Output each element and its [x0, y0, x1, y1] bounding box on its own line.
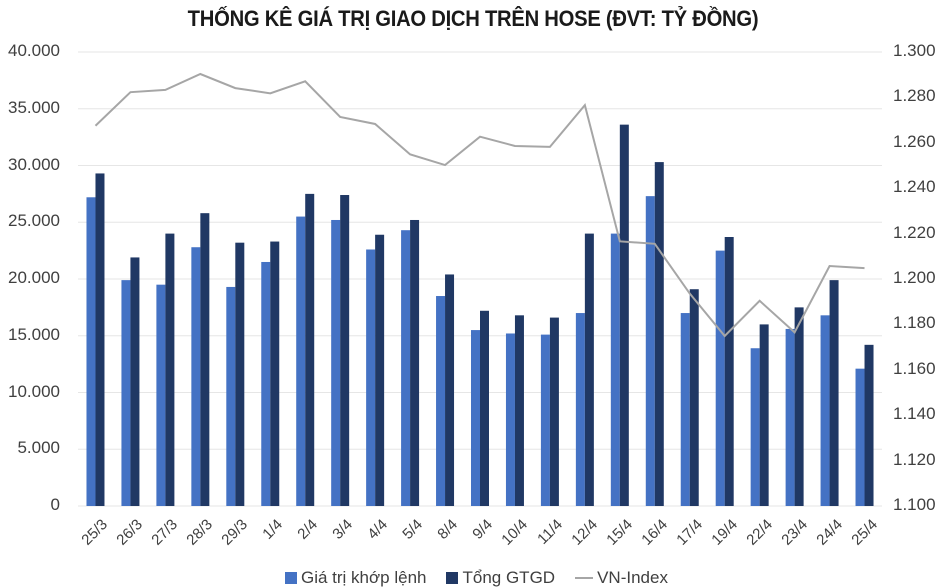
- bar-tong-gtgd: [445, 274, 455, 506]
- y-left-tick: 20.000: [8, 268, 60, 287]
- legend-swatch-icon: [446, 572, 459, 584]
- bar-tong-gtgd: [654, 162, 664, 506]
- y-right-tick: 1.220: [893, 222, 936, 242]
- y-right-tick: 1.300: [893, 41, 936, 60]
- bar-gia-tri-khop-lenh: [436, 296, 446, 506]
- bar-gia-tri-khop-lenh: [680, 313, 690, 506]
- y-right-tick: 1.160: [893, 358, 936, 378]
- bar-tong-gtgd: [340, 195, 350, 506]
- bar-gia-tri-khop-lenh: [331, 219, 341, 507]
- bar-tong-gtgd: [864, 344, 874, 506]
- bar-gia-tri-khop-lenh: [261, 261, 271, 506]
- y-right-tick: 1.200: [893, 268, 936, 287]
- y-right-tick: 1.260: [893, 131, 936, 151]
- bar-gia-tri-khop-lenh: [401, 230, 411, 506]
- bar-gia-tri-khop-lenh: [715, 250, 725, 506]
- bar-tong-gtgd: [724, 237, 734, 506]
- bar-tong-gtgd: [480, 310, 489, 506]
- legend-label: Tổng GTGD: [462, 568, 556, 587]
- bar-gia-tri-khop-lenh: [226, 286, 236, 506]
- legend-label: VN-Index: [597, 568, 668, 587]
- bar-gia-tri-khop-lenh: [296, 216, 306, 506]
- bar-gia-tri-khop-lenh: [820, 315, 830, 506]
- y-left-tick: 40.000: [8, 41, 60, 60]
- bar-tong-gtgd: [584, 233, 594, 506]
- bar-tong-gtgd: [270, 241, 280, 507]
- y-left-tick: 15.000: [8, 324, 60, 344]
- bar-gia-tri-khop-lenh: [610, 233, 620, 506]
- bar-gia-tri-khop-lenh: [86, 197, 96, 506]
- bar-gia-tri-khop-lenh: [121, 280, 131, 506]
- line-vn-index: [94, 72, 865, 338]
- y-left-tick: 35.000: [8, 97, 60, 117]
- bar-tong-gtgd: [759, 324, 769, 506]
- bar-gia-tri-khop-lenh: [471, 330, 480, 506]
- bar-tong-gtgd: [410, 219, 420, 507]
- legend-item-vn-index: VN-Index: [575, 568, 668, 588]
- bar-tong-gtgd: [794, 307, 804, 506]
- y-right-tick: 1.280: [893, 86, 936, 106]
- y-left-tick: 30.000: [8, 154, 60, 174]
- bar-gia-tri-khop-lenh: [750, 348, 760, 506]
- bar-tong-gtgd: [130, 257, 140, 506]
- bar-gia-tri-khop-lenh: [540, 334, 550, 506]
- bar-tong-gtgd: [619, 124, 629, 506]
- y-right-tick: 1.120: [893, 449, 936, 469]
- bar-gia-tri-khop-lenh: [855, 368, 865, 506]
- bar-gia-tri-khop-lenh: [645, 196, 655, 506]
- bar-gia-tri-khop-lenh: [505, 333, 515, 506]
- chart-title: THỐNG KÊ GIÁ TRỊ GIAO DỊCH TRÊN HOSE (ĐV…: [187, 6, 759, 31]
- y-right-tick: 1.180: [893, 313, 936, 333]
- bar-tong-gtgd: [165, 233, 175, 506]
- bar-tong-gtgd: [305, 193, 315, 506]
- y-right-tick: 1.140: [893, 404, 936, 424]
- bar-tong-gtgd: [549, 317, 559, 506]
- y-right-tick: 1.240: [893, 177, 936, 197]
- y-right-tick: 1.100: [893, 495, 936, 514]
- bar-tong-gtgd: [514, 315, 524, 506]
- y-left-tick: 5.000: [17, 438, 60, 458]
- bar-gia-tri-khop-lenh: [156, 284, 166, 506]
- y-left-tick: 10.000: [8, 381, 60, 401]
- bar-tong-gtgd: [375, 234, 385, 507]
- legend-swatch-icon: [285, 572, 297, 584]
- legend-line-icon: [575, 577, 594, 579]
- legend-label: Giá trị khớp lệnh: [301, 568, 427, 587]
- legend-item-tong-gtgd: Tổng GTGD: [446, 568, 555, 588]
- bar-tong-gtgd: [689, 289, 699, 506]
- y-left-tick: 25.000: [8, 211, 60, 231]
- bar-tong-gtgd: [95, 173, 105, 506]
- bar-gia-tri-khop-lenh: [366, 249, 376, 507]
- bar-gia-tri-khop-lenh: [785, 328, 795, 506]
- legend: Giá trị khớp lệnh Tổng GTGD VN-Index: [285, 568, 668, 588]
- y-left-tick: 0: [50, 495, 60, 514]
- bar-tong-gtgd: [235, 242, 245, 506]
- legend-item-gia-tri-khop-lenh: Giá trị khớp lệnh: [285, 568, 426, 588]
- bar-tong-gtgd: [200, 213, 210, 507]
- bar-gia-tri-khop-lenh: [191, 247, 201, 506]
- bar-gia-tri-khop-lenh: [575, 313, 585, 506]
- bar-tong-gtgd: [829, 280, 839, 506]
